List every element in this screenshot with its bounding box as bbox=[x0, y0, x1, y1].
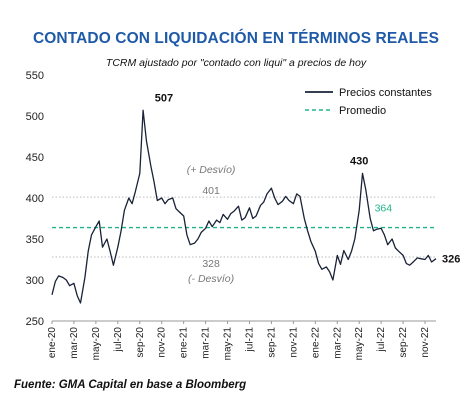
x-tick-label: jul-21 bbox=[244, 327, 255, 353]
x-tick-label: mar-20 bbox=[69, 327, 80, 359]
y-tick-label: 300 bbox=[26, 275, 44, 287]
peak-label-507: 507 bbox=[155, 92, 173, 104]
x-tick-label: nov-20 bbox=[157, 327, 168, 358]
series-line-precios-constantes bbox=[51, 109, 437, 304]
x-tick-label: mar-22 bbox=[332, 327, 343, 359]
x-tick-label: nov-22 bbox=[420, 327, 431, 358]
x-tick-label: sep-22 bbox=[398, 327, 409, 358]
minus-std-dev-label: (- Desvío) bbox=[188, 273, 234, 285]
chart-subtitle: TCRM ajustado por "contado con liqui" a … bbox=[105, 57, 367, 69]
legend: Precios constantes Promedio bbox=[305, 87, 432, 117]
peak-label-430: 430 bbox=[350, 155, 368, 167]
series-group bbox=[51, 109, 437, 304]
average-value-label: 364 bbox=[375, 203, 393, 215]
x-tick-label: jul-20 bbox=[113, 327, 124, 353]
y-tick-label: 450 bbox=[26, 152, 44, 164]
x-tick-label: may-21 bbox=[223, 327, 234, 361]
x-tick-label: nov-21 bbox=[288, 327, 299, 358]
last-value-label: 326 bbox=[442, 254, 460, 266]
plus-std-dev-label: (+ Desvío) bbox=[187, 164, 236, 176]
x-tick-label: may-22 bbox=[354, 327, 365, 361]
x-tick-label: sep-21 bbox=[266, 327, 277, 358]
source-note: Fuente: GMA Capital en base a Bloomberg bbox=[14, 379, 247, 391]
annotations: 507 430 401 (+ Desvío) 328 (- Desvío) 364 326 bbox=[155, 92, 461, 285]
x-tick-label: ene-21 bbox=[179, 327, 190, 359]
x-tick-label: sep-20 bbox=[135, 327, 146, 358]
x-tick-label: ene-22 bbox=[310, 327, 321, 359]
x-axis: ene-20 mar-20 may-20 jul-20 sep-20 nov-20 ene-… bbox=[47, 320, 436, 361]
plus-std-dev-value: 401 bbox=[202, 185, 220, 197]
y-tick-label: 500 bbox=[26, 111, 44, 123]
legend-label-promedio: Promedio bbox=[339, 105, 386, 117]
x-tick-label: jul-22 bbox=[376, 327, 387, 353]
y-axis: 250 300 350 400 450 500 550 bbox=[26, 70, 44, 328]
y-tick-label: 250 bbox=[26, 316, 44, 328]
x-tick-label: ene-20 bbox=[47, 327, 58, 359]
x-tick-label: may-20 bbox=[91, 327, 102, 361]
y-tick-label: 350 bbox=[26, 234, 44, 246]
y-tick-label: 550 bbox=[26, 70, 44, 82]
legend-label-precios: Precios constantes bbox=[339, 87, 432, 99]
y-tick-label: 400 bbox=[26, 193, 44, 205]
chart-title: CONTADO CON LIQUIDACIÓN EN TÉRMINOS REAL… bbox=[32, 30, 440, 47]
x-tick-label: mar-21 bbox=[201, 327, 212, 359]
minus-std-dev-value: 328 bbox=[202, 258, 220, 270]
